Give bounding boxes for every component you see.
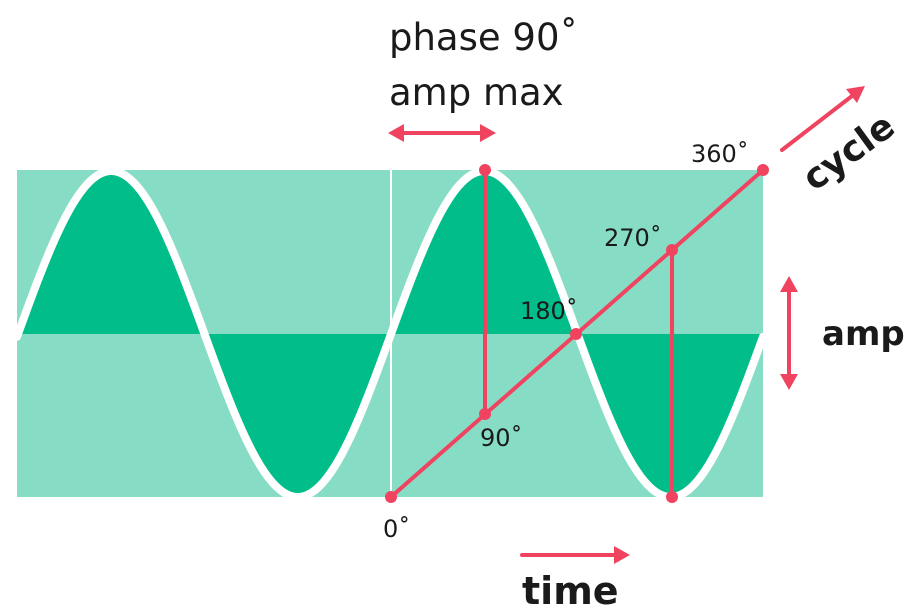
deg-270-label: 270˚ [604, 224, 662, 252]
point-0 [385, 491, 397, 503]
point-90 [479, 408, 491, 420]
point-180 [570, 328, 582, 340]
double-arrow-vertical-icon [780, 276, 798, 390]
trough-point [666, 491, 678, 503]
phase-label: phase 90˚ [389, 16, 578, 59]
deg-180-label: 180˚ [520, 297, 578, 325]
cycle-label: cycle [795, 106, 902, 200]
sine-curve [13, 166, 767, 502]
double-arrow-horizontal-icon [388, 124, 496, 142]
time-label: time [522, 569, 619, 613]
deg-90-label: 90˚ [480, 424, 523, 452]
arrow-up-right-icon [780, 86, 865, 152]
arrow-right-icon [520, 546, 630, 564]
peak-point [479, 164, 491, 176]
deg-360-label: 360˚ [691, 140, 749, 168]
amp-label: amp [822, 314, 905, 354]
deg-0-label: 0˚ [383, 515, 410, 543]
point-360 [757, 164, 769, 176]
point-270 [666, 244, 678, 256]
phase-construction [385, 164, 769, 503]
amp-max-label: amp max [389, 71, 564, 114]
